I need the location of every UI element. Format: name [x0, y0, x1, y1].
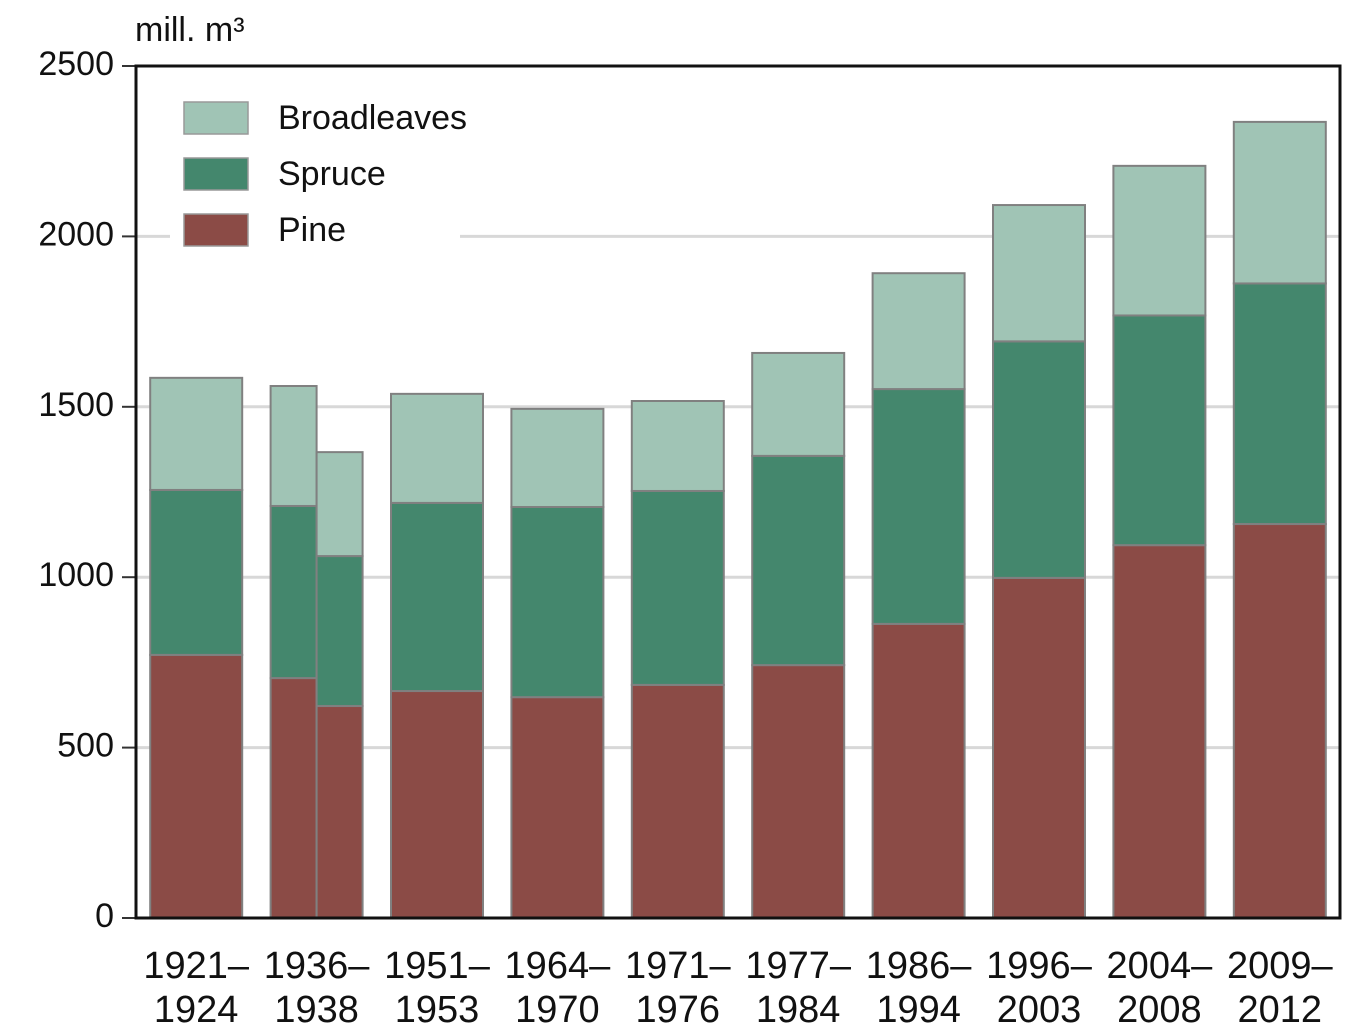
y-unit-label: mill. m³	[135, 11, 245, 49]
y-tick-label: 2500	[38, 45, 114, 83]
bar-segment	[390, 392, 484, 504]
bar-segment	[315, 451, 364, 558]
bar-segment	[390, 690, 484, 920]
bar-segment	[630, 683, 725, 920]
x-tick-label: 2009– 2012	[1226, 945, 1333, 1030]
x-tick-label: 1971– 1976	[624, 945, 731, 1030]
bar-segment	[992, 576, 1086, 919]
bar-segment	[992, 204, 1086, 343]
bar-segment	[510, 505, 605, 699]
x-tick-label: 1986– 1994	[865, 945, 972, 1030]
bar-segment	[1112, 314, 1207, 547]
y-tick-label: 1000	[38, 556, 114, 594]
bar-segment	[871, 272, 966, 391]
x-tick-label: 1996– 2003	[986, 945, 1092, 1030]
y-tick-label: 1500	[38, 386, 114, 424]
x-tick-label: 1977– 1984	[745, 945, 852, 1030]
bar-segment	[630, 400, 725, 492]
bar-segment	[751, 351, 846, 457]
bar-segment	[315, 555, 364, 708]
bar-segment	[871, 388, 966, 625]
bar-segment	[149, 376, 244, 491]
legend: Broadleaves Spruce Pine	[170, 92, 467, 254]
y-tick-label: 500	[57, 727, 114, 765]
x-tick-label: 1951– 1953	[384, 945, 490, 1030]
bar-segment	[630, 489, 725, 686]
y-tick-label: 0	[95, 897, 114, 935]
bar-segment	[1112, 544, 1207, 919]
y-tick-label: 2000	[38, 215, 114, 253]
bar-segment	[992, 340, 1086, 579]
bar-segment	[1112, 164, 1207, 317]
legend-swatch	[183, 157, 249, 191]
bar-segment	[149, 488, 244, 656]
plot-frame	[134, 64, 1342, 920]
bar-segment	[269, 385, 318, 507]
legend-swatch	[183, 101, 249, 135]
x-tick-label: 1964– 1970	[504, 945, 611, 1030]
bar-segment	[871, 622, 966, 919]
x-tick-label: 2004– 2008	[1106, 945, 1213, 1030]
bar-segment	[751, 664, 846, 919]
bar-segment	[1232, 282, 1327, 526]
bar-segment	[1232, 523, 1327, 920]
bar-segment	[315, 705, 364, 919]
legend-swatch	[183, 213, 249, 247]
bar-segment	[269, 504, 318, 680]
bar-segment	[149, 653, 244, 919]
bar-segment	[510, 696, 605, 920]
bar-segment	[510, 407, 605, 508]
bar-segment	[390, 501, 484, 693]
legend-label: Spruce	[278, 155, 386, 193]
bars	[149, 120, 1327, 920]
bar-segment	[1232, 120, 1327, 285]
bar-segment	[269, 677, 318, 919]
legend-label: Broadleaves	[278, 99, 467, 137]
x-tick-label: 1921– 1924	[143, 945, 250, 1030]
legend-label: Pine	[278, 211, 346, 249]
bar-segment	[751, 454, 846, 667]
x-tick-label: 1936– 1938	[263, 945, 370, 1030]
